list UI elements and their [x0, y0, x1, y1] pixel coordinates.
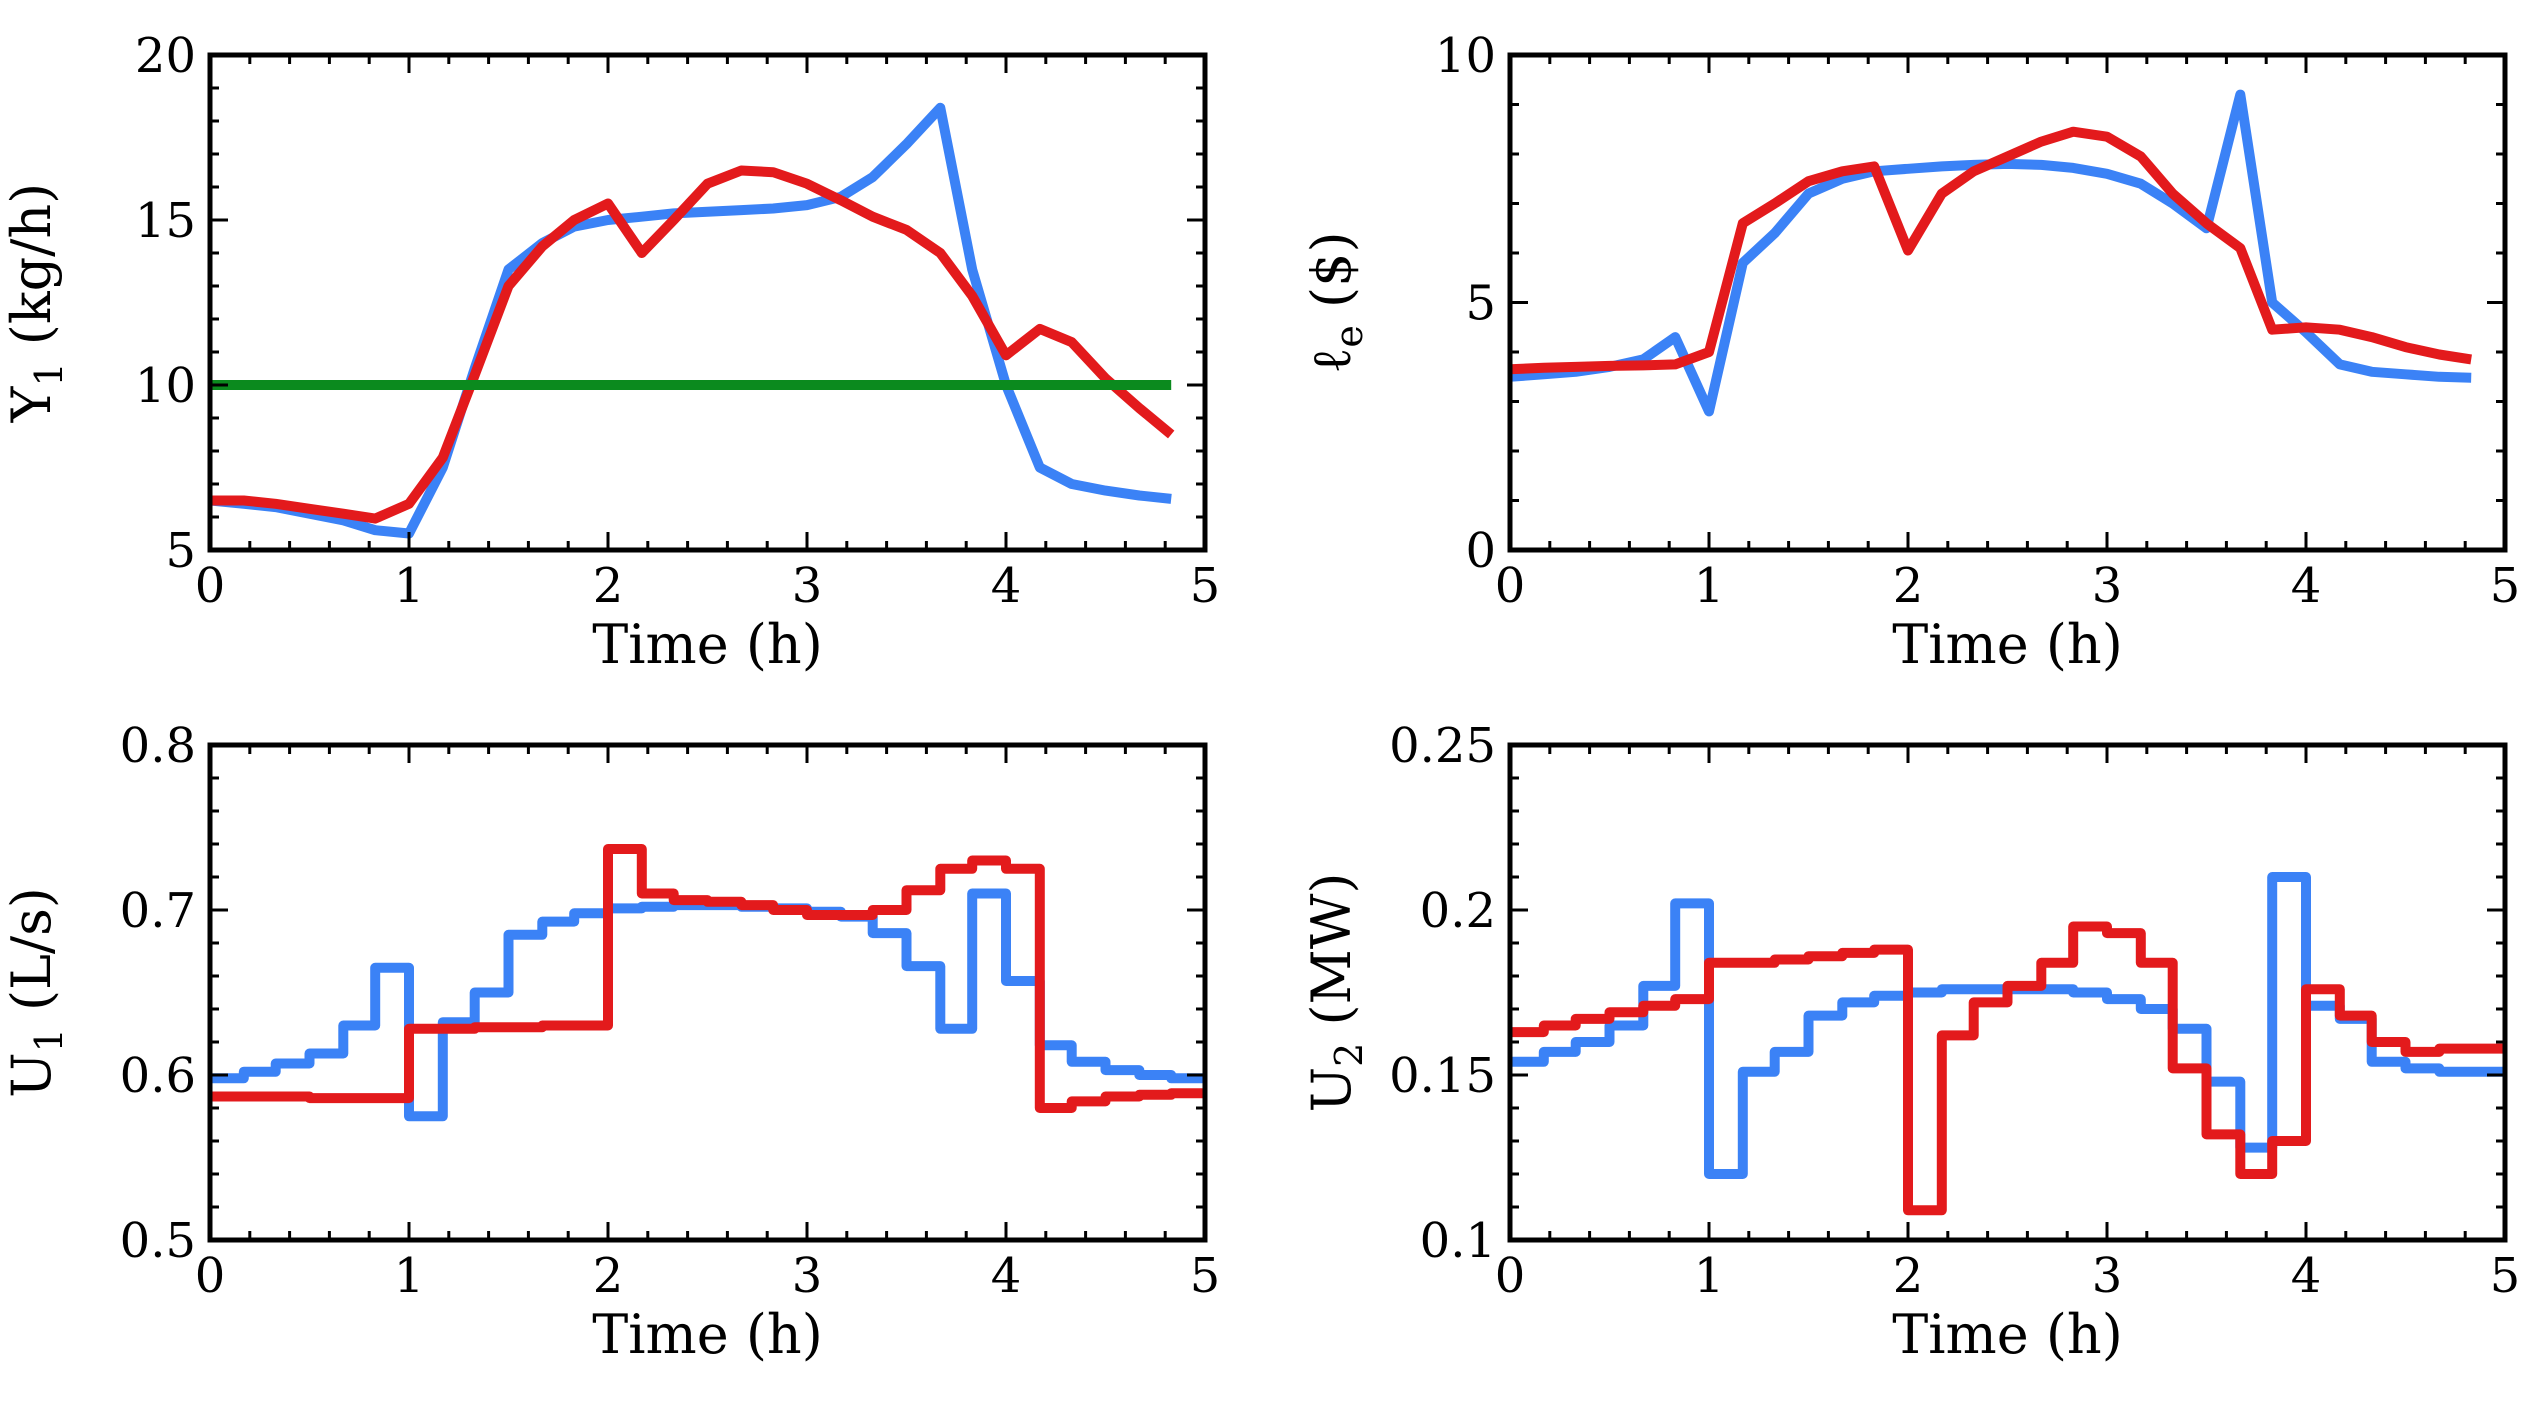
y-axis-label-units: (kg/h) [0, 183, 63, 363]
series-line-red [1510, 126, 2472, 375]
y-axis-label-main: U [1300, 1067, 1363, 1113]
plot-frame [1507, 52, 2508, 553]
x-tick-label: 5 [2490, 558, 2521, 614]
series-group [210, 844, 1205, 1122]
y-axis-label-subscript: 1 [27, 1028, 71, 1052]
chart-panel-2: 0 1 2 3 4 5 0 5 10 Time (h) ℓe ($) [1300, 28, 2520, 676]
x-tick-label: 3 [2092, 1248, 2123, 1304]
y-tick-label: 20 [135, 28, 196, 84]
x-tick-label: 2 [593, 1248, 624, 1304]
series-line-red [210, 165, 1175, 524]
x-tick-label: 0 [1495, 558, 1526, 614]
x-tick-label: 4 [2291, 1248, 2322, 1304]
y-axis-label-units: (L/s) [0, 887, 63, 1028]
x-axis-label: Time (h) [1892, 1303, 2123, 1366]
x-tick-label: 1 [1694, 558, 1725, 614]
x-tick-label: 2 [593, 558, 624, 614]
x-axis-label: Time (h) [592, 613, 823, 676]
y-axis-label-units: (MW) [1300, 873, 1363, 1043]
y-tick-label: 10 [1435, 28, 1496, 84]
plot-frame [1507, 742, 2508, 1243]
x-tick-label: 1 [1694, 1248, 1725, 1304]
y-axis-label-subscript: e [1327, 325, 1371, 348]
plot-frame [207, 52, 1208, 553]
series-line-red [1510, 921, 2505, 1216]
y-tick-label: 10 [135, 358, 196, 414]
x-tick-label: 0 [195, 1248, 226, 1304]
x-tick-label: 3 [2092, 558, 2123, 614]
x-tick-label: 4 [2291, 558, 2322, 614]
y-axis-label: U1 (L/s) [0, 887, 71, 1098]
y-axis-label: U2 (MW) [1300, 873, 1371, 1113]
x-tick-label: 4 [991, 558, 1022, 614]
x-tick-label: 0 [195, 558, 226, 614]
x-tick-label: 5 [1190, 1248, 1221, 1304]
x-axis-label: Time (h) [592, 1303, 823, 1366]
x-axis-label: Time (h) [1892, 613, 2123, 676]
y-tick-label: 0.6 [120, 1048, 196, 1104]
series-line-blue [1510, 872, 2505, 1179]
y-tick-label: 0.8 [120, 718, 196, 774]
y-tick-label: 5 [165, 523, 196, 579]
series-line-blue [210, 888, 1205, 1122]
y-axis-label: ℓe ($) [1300, 231, 1371, 373]
y-axis-label-units: ($) [1300, 231, 1363, 325]
x-tick-label: 1 [394, 558, 425, 614]
y-tick-label: 0.1 [1420, 1213, 1496, 1269]
series-group [210, 102, 1175, 539]
y-tick-label: 0.5 [120, 1213, 196, 1269]
series-group [1510, 89, 2472, 417]
y-tick-label: 0 [1465, 523, 1496, 579]
x-tick-label: 5 [1190, 558, 1221, 614]
y-tick-label: 0.7 [120, 883, 196, 939]
x-tick-label: 2 [1893, 1248, 1924, 1304]
x-tick-label: 5 [2490, 1248, 2521, 1304]
y-tick-label: 0.15 [1389, 1048, 1496, 1104]
y-axis-label-subscript: 1 [27, 362, 71, 386]
y-tick-label: 15 [135, 193, 196, 249]
x-tick-label: 3 [792, 558, 823, 614]
plot-frame [207, 742, 1208, 1243]
y-axis-label: Y1 (kg/h) [0, 183, 71, 423]
x-tick-label: 4 [991, 1248, 1022, 1304]
y-tick-label: 5 [1465, 276, 1496, 332]
x-tick-label: 2 [1893, 558, 1924, 614]
series-group [1510, 872, 2505, 1216]
y-tick-label: 0.25 [1389, 718, 1496, 774]
y-tick-label: 0.2 [1420, 883, 1496, 939]
series-line-blue [210, 102, 1172, 539]
y-axis-label-main: U [0, 1052, 63, 1098]
y-axis-label-subscript: 2 [1327, 1043, 1371, 1067]
x-tick-label: 1 [394, 1248, 425, 1304]
y-axis-label-main: Y [0, 385, 63, 423]
x-tick-label: 0 [1495, 1248, 1526, 1304]
series-line-red [210, 844, 1205, 1113]
y-axis-label-main: ℓ [1300, 348, 1363, 374]
x-tick-label: 3 [792, 1248, 823, 1304]
